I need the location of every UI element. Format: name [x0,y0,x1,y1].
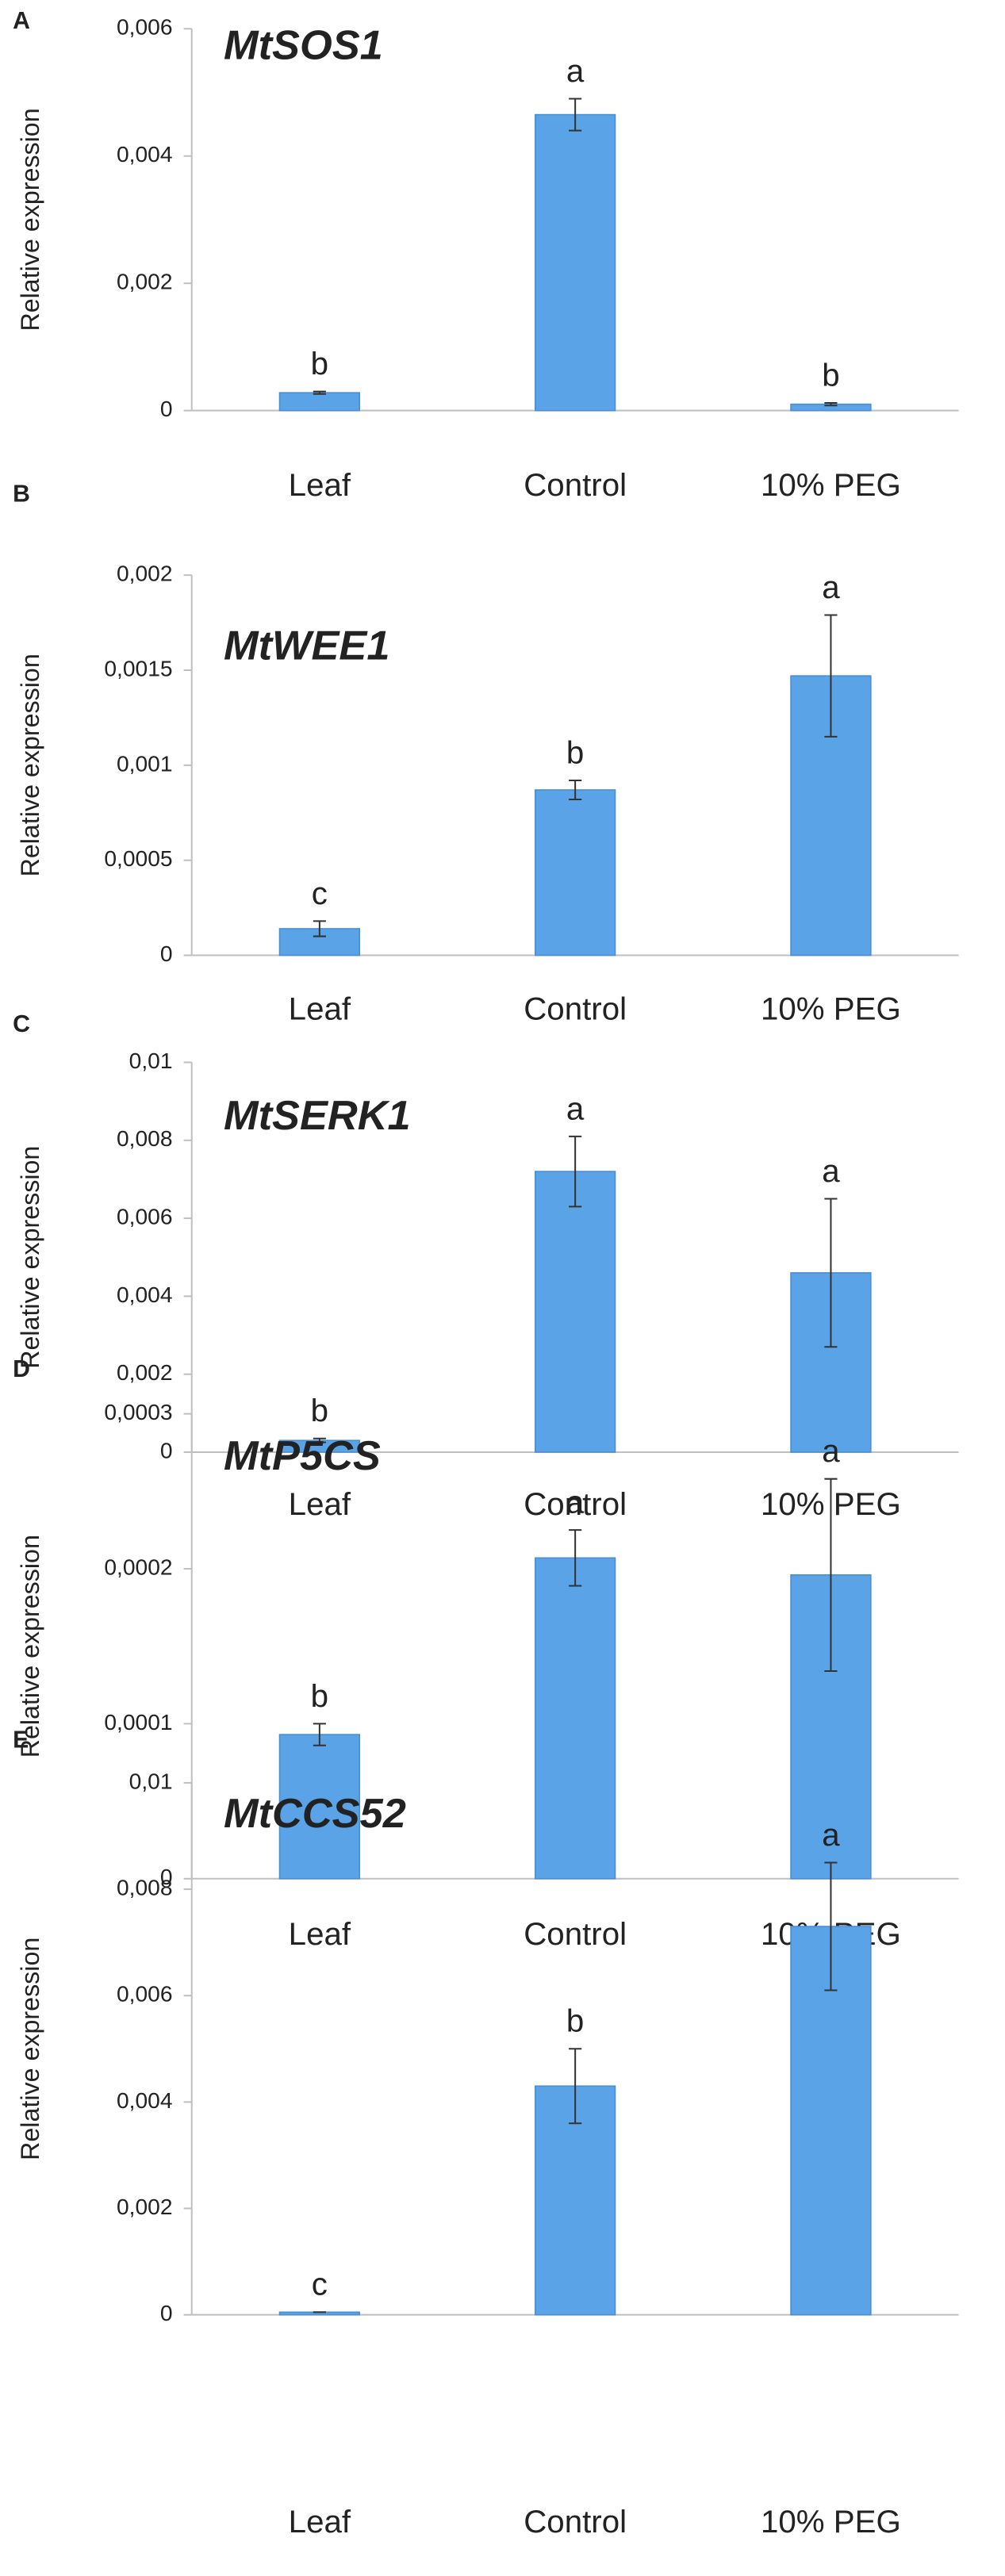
significance-letter: b [566,2003,584,2039]
significance-letter: a [822,1153,840,1189]
significance-letter: a [822,569,840,605]
y-tick-label: 0,001 [117,750,173,776]
y-axis-label: Relative expression [16,1535,44,1758]
y-tick-label: 0,002 [117,269,173,294]
y-tick-label: 0 [160,941,173,966]
x-tick-label: Leaf [289,467,351,503]
x-tick-label: Control [524,2504,627,2540]
bar [534,1171,616,1453]
bar [534,2085,616,2316]
y-axis-label: Relative expression [16,1146,44,1369]
chart-title: MtCCS52 [224,1791,406,1837]
significance-letter: a [566,53,585,89]
panel-letter: B [13,481,30,507]
y-tick-label: 0,008 [117,1875,173,1900]
x-tick-label: Leaf [289,1486,351,1522]
chart-title: MtWEE1 [224,623,389,669]
x-tick-label: Control [524,991,627,1027]
y-tick-label: 0,006 [117,1204,173,1229]
y-tick-label: 0 [160,396,173,421]
y-tick-label: 0,0003 [104,1399,172,1424]
panel-letter: D [13,1356,30,1382]
error-bar [569,780,582,800]
y-tick-label: 0,004 [117,141,173,167]
y-axis-label: Relative expression [16,108,44,331]
y-tick-label: 0,0015 [104,655,172,680]
y-tick-label: 0,006 [117,1981,173,2007]
y-tick-label: 0,0005 [104,845,172,871]
x-tick-label: 10% PEG [761,991,901,1027]
x-tick-label: Leaf [289,2504,351,2540]
y-axis-label: Relative expression [16,1938,44,2160]
y-tick-label: 0 [160,1864,173,1889]
bar [278,392,361,412]
y-tick-label: 0,0001 [104,1709,172,1735]
error-bar [313,1723,326,1746]
error-bar [569,1135,582,1208]
panel-letter: C [13,1011,30,1037]
y-tick-label: 0,008 [117,1125,173,1151]
bar [534,1557,616,1880]
significance-letter: b [311,1678,328,1714]
x-tick-label: Leaf [289,991,351,1027]
error-bar [569,1529,582,1587]
chart-title: MtSERK1 [224,1093,411,1139]
y-tick-label: 0,0002 [104,1554,172,1579]
y-tick-label: 0 [160,1437,173,1462]
x-tick-label: 10% PEG [761,467,901,503]
error-bar [824,402,838,407]
x-tick-label: Leaf [289,1916,351,1952]
y-tick-label: 0 [160,2300,173,2325]
y-tick-label: 0,002 [117,561,173,586]
error-bar [313,1437,326,1443]
chart-title: MtP5CS [224,1433,381,1479]
y-tick-label: 0,006 [117,14,173,40]
error-bar [313,920,326,937]
significance-letter: b [311,346,328,381]
y-tick-label: 0,004 [117,2087,173,2113]
significance-letter: c [312,2267,328,2302]
bar [534,789,616,956]
y-tick-label: 0,002 [117,2194,173,2219]
y-tick-label: 0,01 [129,1048,173,1073]
significance-letter: b [566,734,584,770]
panel-letter: A [13,8,30,34]
significance-letter: a [822,1817,840,1853]
significance-letter: b [822,357,839,393]
significance-letter: a [822,1433,840,1469]
error-bar [824,1861,838,1991]
y-tick-label: 0,01 [129,1768,173,1793]
y-axis-label: Relative expression [16,654,44,876]
error-bar [569,98,582,132]
error-bar [824,1198,838,1348]
bar [278,1734,361,1880]
panel-letter: E [13,1727,29,1754]
significance-letter: c [312,876,328,911]
error-bar [824,1478,838,1672]
significance-letter: b [311,1393,328,1428]
significance-letter: a [566,1091,585,1126]
x-tick-label: Control [524,467,627,503]
y-tick-label: 0,004 [117,1282,173,1307]
x-tick-label: Control [524,1916,627,1952]
error-bar [569,2048,582,2125]
x-tick-label: 10% PEG [761,2504,901,2540]
bar [534,113,616,412]
x-tick-label: Control [524,1486,627,1522]
chart-title: MtSOS1 [224,22,383,68]
error-bar [824,614,838,738]
error-bar [313,390,326,395]
significance-letter: a [566,1485,585,1520]
y-tick-label: 0,002 [117,1359,173,1385]
